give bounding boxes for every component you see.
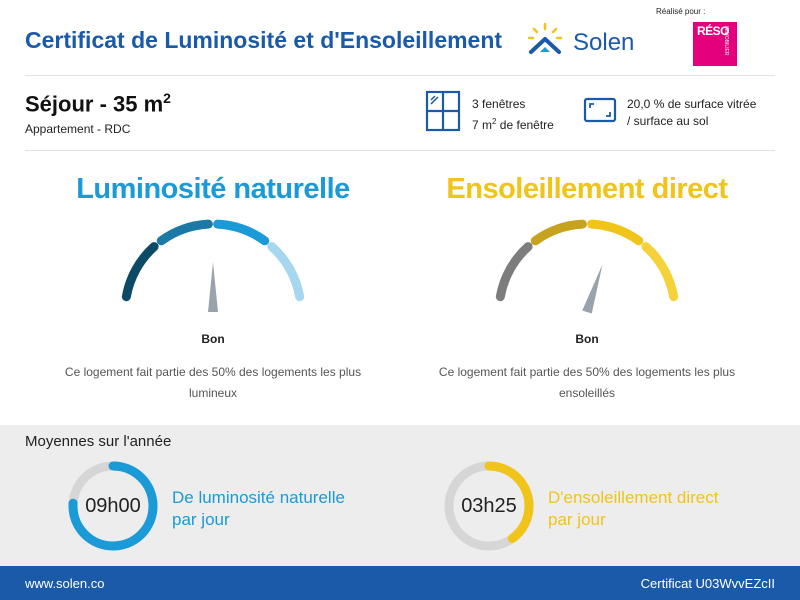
sun-house-icon xyxy=(527,22,563,54)
solen-brand-logo[interactable]: Solen xyxy=(525,20,655,60)
ensoleillement-average-label: D'ensoleillement direct par jour xyxy=(548,488,719,529)
glazing-line-2: / surface au sol xyxy=(627,114,709,128)
windows-count: 3 fenêtres xyxy=(472,97,526,111)
reso-immobilier-logo: RÉSO IMMOBILIER xyxy=(693,22,737,66)
luminosite-title: Luminosité naturelle xyxy=(76,173,350,205)
ensoleillement-average-ring xyxy=(444,461,534,551)
ensoleillement-average-value: 03h25 xyxy=(461,495,517,517)
surface-ratio-icon xyxy=(583,97,617,123)
room-title-exponent: 2 xyxy=(163,90,171,106)
info-divider xyxy=(25,150,775,151)
gauge-segment xyxy=(267,242,305,302)
luminosite-average-value: 09h00 xyxy=(85,495,141,517)
room-title: Séjour - 35 m2 xyxy=(25,90,171,117)
glazing-line-1: 20,0 % de surface vitrée xyxy=(627,97,757,111)
brand-name: Solen xyxy=(573,29,635,56)
luminosite-rating: Bon xyxy=(201,332,225,346)
gauge-needle xyxy=(208,262,218,312)
certificate-id: Certificat U03WvvEZcII xyxy=(640,576,775,591)
gauge-segment xyxy=(587,219,644,246)
ensoleillement-rating: Bon xyxy=(575,332,599,346)
ensoleillement-title: Ensoleillement direct xyxy=(446,173,728,205)
glazing-ratio-info: 20,0 % de surface vitrée / surface au so… xyxy=(627,96,756,130)
realise-pour-label: Réalisé pour : xyxy=(656,7,706,16)
reso-logo-text: RÉSO xyxy=(697,24,730,38)
reso-logo-subtext: IMMOBILIER xyxy=(723,26,729,56)
gauge-segment xyxy=(495,242,533,302)
gauge-segment xyxy=(641,242,679,302)
page-title: Certificat de Luminosité et d'Ensoleille… xyxy=(25,27,503,53)
luminosite-gauge xyxy=(121,219,305,312)
header-divider xyxy=(25,75,775,76)
window-icon xyxy=(425,90,461,132)
yearly-averages-panel: Moyennes sur l'année 09h00 De luminosité… xyxy=(0,425,800,566)
ensoleillement-description: Ce logement fait partie des 50% des loge… xyxy=(438,365,736,400)
website-link[interactable]: www.solen.co xyxy=(25,576,105,591)
footer: www.solen.co Certificat U03WvvEZcII xyxy=(0,566,800,600)
gauge-segment xyxy=(156,219,213,246)
ring-progress xyxy=(68,461,158,551)
luminosite-average-label: De luminosité naturelle par jour xyxy=(172,488,345,529)
windows-info: 3 fenêtres 7 m2 de fenêtre xyxy=(472,96,554,134)
luminosite-description: Ce logement fait partie des 50% des loge… xyxy=(64,365,362,400)
ensoleillement-gauge xyxy=(495,219,679,314)
gauge-needle xyxy=(582,264,603,314)
gauge-segment xyxy=(121,242,159,302)
windows-area: 7 m2 de fenêtre xyxy=(472,117,554,132)
ring-progress xyxy=(444,461,534,551)
gauge-segment xyxy=(213,219,270,246)
header: Certificat de Luminosité et d'Ensoleille… xyxy=(0,0,800,75)
room-subtitle: Appartement - RDC xyxy=(25,122,131,136)
averages-title: Moyennes sur l'année xyxy=(25,433,172,450)
luminosite-average-ring xyxy=(68,461,158,551)
gauge-segment xyxy=(530,219,587,246)
